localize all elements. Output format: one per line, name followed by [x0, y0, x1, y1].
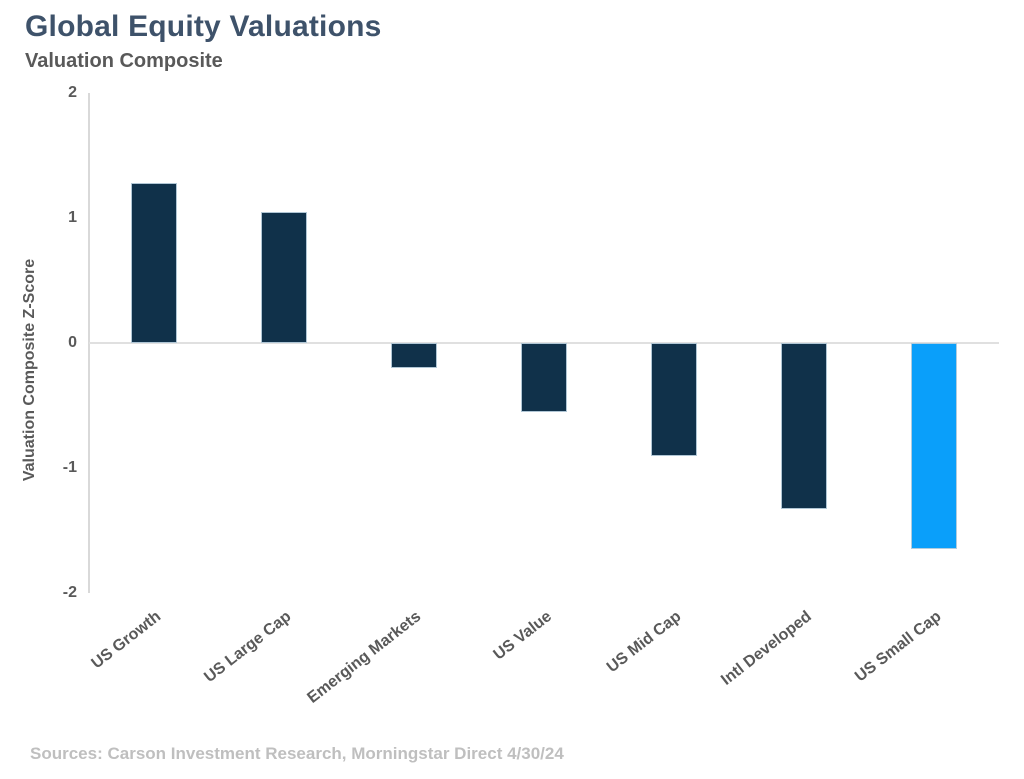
chart-title: Global Equity Valuations — [25, 10, 382, 43]
x-label-intl-developed: Intl Developed — [717, 608, 815, 689]
y-tick--2: -2 — [62, 584, 77, 601]
y-tick-0: 0 — [68, 334, 77, 351]
sources-note: Sources: Carson Investment Research, Mor… — [30, 744, 564, 763]
x-label-us-growth: US Growth — [88, 608, 165, 673]
y-axis-ticks: 2 1 0 -1 -2 — [0, 84, 77, 601]
x-axis-labels: US Growth US Large Cap Emerging Markets US … — [89, 600, 999, 730]
x-label-us-large-cap: US Large Cap — [201, 608, 295, 686]
x-label-emerging-markets: Emerging Markets — [304, 608, 425, 707]
bar-us-small-cap — [911, 343, 957, 550]
chart-subtitle: Valuation Composite — [25, 50, 223, 72]
y-tick-2: 2 — [68, 84, 77, 101]
bar-us-mid-cap — [651, 343, 697, 456]
bar-us-large-cap — [261, 211, 307, 343]
x-label-us-small-cap: US Small Cap — [852, 608, 945, 686]
plot-area — [89, 93, 999, 593]
y-tick--1: -1 — [62, 459, 77, 476]
y-tick-1: 1 — [68, 209, 77, 226]
x-label-us-mid-cap: US Mid Cap — [603, 608, 685, 677]
bar-us-value — [521, 343, 567, 412]
bar-emerging-markets — [391, 343, 437, 368]
bar-us-growth — [131, 183, 177, 343]
x-label-us-value: US Value — [490, 608, 555, 664]
bar-intl-developed — [781, 343, 827, 510]
